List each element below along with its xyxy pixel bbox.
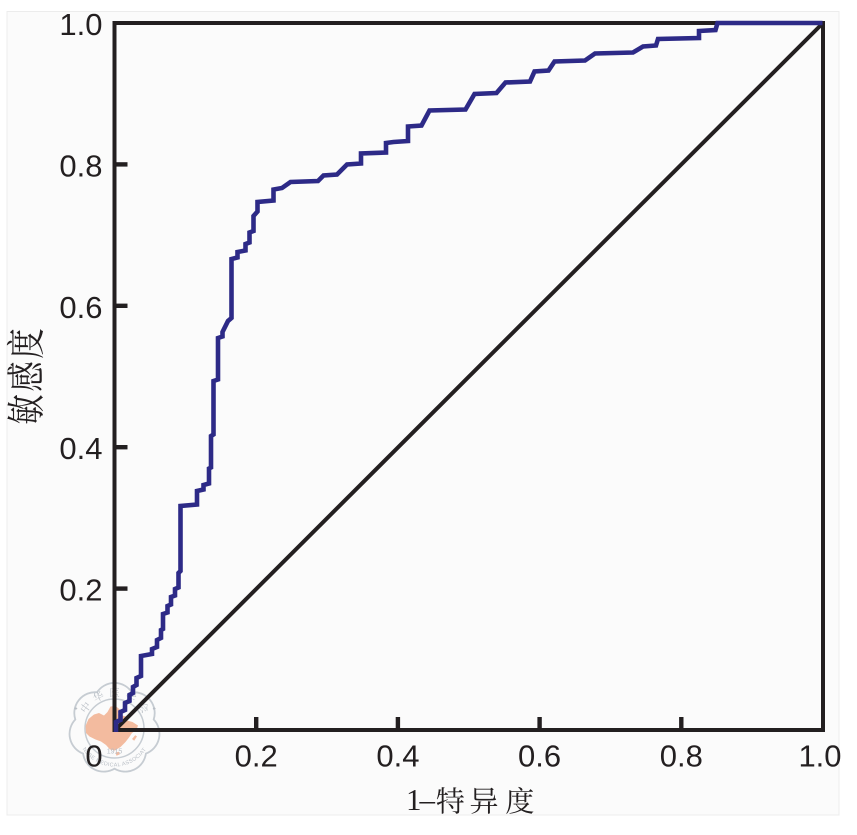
svg-text:0: 0	[85, 739, 102, 774]
svg-text:0.6: 0.6	[59, 290, 102, 325]
svg-text:1: 1	[406, 782, 422, 817]
svg-text:1915: 1915	[107, 749, 123, 756]
svg-text:0.6: 0.6	[518, 739, 561, 774]
svg-text:0.2: 0.2	[235, 739, 278, 774]
svg-text:0.4: 0.4	[376, 739, 419, 774]
svg-text:0.8: 0.8	[660, 739, 703, 774]
svg-text:0.8: 0.8	[59, 148, 102, 183]
svg-text:1.0: 1.0	[798, 739, 841, 774]
svg-text:1.0: 1.0	[59, 7, 102, 42]
svg-text:0.2: 0.2	[59, 573, 102, 608]
svg-text:–: –	[419, 782, 436, 817]
svg-text:0.4: 0.4	[59, 431, 102, 466]
